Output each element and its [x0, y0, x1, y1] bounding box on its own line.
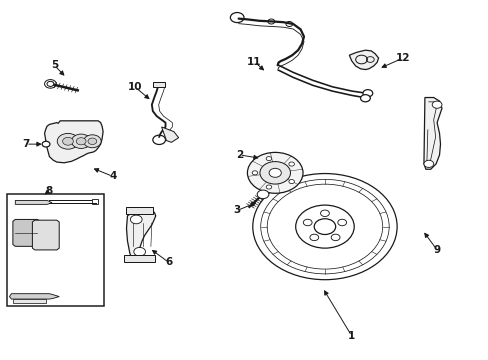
Text: 4: 4 [109, 171, 116, 181]
Circle shape [423, 160, 433, 167]
Circle shape [265, 157, 271, 161]
Polygon shape [13, 220, 41, 246]
Circle shape [260, 162, 290, 184]
Circle shape [88, 138, 97, 144]
Circle shape [309, 234, 318, 240]
Text: 7: 7 [22, 139, 30, 149]
Circle shape [134, 247, 145, 256]
Polygon shape [161, 127, 178, 142]
Circle shape [76, 138, 86, 145]
Circle shape [83, 135, 101, 148]
Bar [123, 255, 155, 262]
Bar [13, 299, 46, 303]
Circle shape [330, 234, 339, 240]
Bar [153, 82, 164, 87]
Circle shape [57, 134, 79, 149]
Text: 5: 5 [51, 60, 58, 70]
Polygon shape [348, 50, 378, 69]
Circle shape [47, 81, 54, 86]
Circle shape [62, 137, 73, 145]
Circle shape [320, 210, 329, 216]
Circle shape [268, 168, 281, 177]
Polygon shape [32, 220, 59, 250]
Polygon shape [423, 98, 441, 169]
Circle shape [431, 101, 441, 108]
Bar [6, 194, 104, 306]
Polygon shape [15, 201, 52, 204]
Circle shape [252, 171, 257, 175]
Circle shape [257, 190, 268, 199]
Text: 3: 3 [233, 206, 240, 216]
Circle shape [288, 180, 294, 184]
Polygon shape [126, 210, 156, 259]
Bar [92, 199, 98, 204]
Polygon shape [44, 121, 103, 163]
Text: 9: 9 [433, 245, 440, 255]
Text: 11: 11 [246, 57, 261, 67]
Circle shape [288, 162, 294, 166]
Circle shape [71, 134, 91, 148]
Text: 6: 6 [165, 257, 172, 267]
Text: 8: 8 [46, 186, 53, 196]
Polygon shape [9, 294, 59, 299]
Circle shape [360, 95, 369, 102]
Circle shape [362, 90, 372, 97]
Bar [126, 207, 153, 214]
Text: 2: 2 [236, 150, 243, 160]
Text: 12: 12 [395, 53, 409, 63]
Circle shape [314, 219, 335, 234]
Circle shape [337, 219, 346, 226]
Circle shape [265, 185, 271, 189]
Circle shape [303, 219, 311, 226]
Circle shape [42, 141, 50, 147]
Text: 10: 10 [127, 82, 142, 92]
Circle shape [130, 215, 142, 224]
Text: 1: 1 [347, 331, 355, 341]
Circle shape [247, 152, 303, 193]
